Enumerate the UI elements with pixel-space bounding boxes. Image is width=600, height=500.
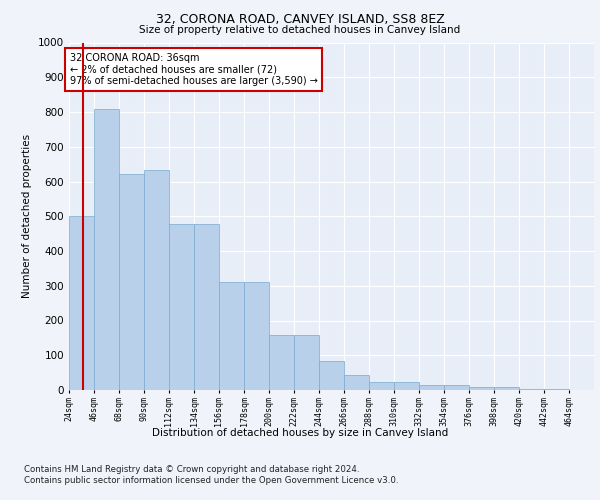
Bar xyxy=(294,335,319,390)
Bar xyxy=(94,109,119,390)
Bar xyxy=(469,386,494,390)
Text: Size of property relative to detached houses in Canvey Island: Size of property relative to detached ho… xyxy=(139,25,461,35)
Bar xyxy=(419,385,444,390)
Bar xyxy=(244,282,269,390)
Bar xyxy=(269,335,294,390)
Bar xyxy=(194,224,219,390)
Text: Contains HM Land Registry data © Crown copyright and database right 2024.: Contains HM Land Registry data © Crown c… xyxy=(24,465,359,474)
Bar xyxy=(444,385,469,390)
Bar xyxy=(494,387,519,390)
Bar xyxy=(69,216,94,390)
Bar xyxy=(119,174,144,390)
Text: 32 CORONA ROAD: 36sqm
← 2% of detached houses are smaller (72)
97% of semi-detac: 32 CORONA ROAD: 36sqm ← 2% of detached h… xyxy=(70,53,317,86)
Bar xyxy=(169,224,194,390)
Bar xyxy=(319,361,344,390)
Bar xyxy=(369,382,394,390)
Text: Contains public sector information licensed under the Open Government Licence v3: Contains public sector information licen… xyxy=(24,476,398,485)
Bar xyxy=(344,374,369,390)
Bar xyxy=(219,282,244,390)
Bar xyxy=(144,170,169,390)
Y-axis label: Number of detached properties: Number of detached properties xyxy=(22,134,32,298)
Text: Distribution of detached houses by size in Canvey Island: Distribution of detached houses by size … xyxy=(152,428,448,438)
Bar xyxy=(394,382,419,390)
Text: 32, CORONA ROAD, CANVEY ISLAND, SS8 8EZ: 32, CORONA ROAD, CANVEY ISLAND, SS8 8EZ xyxy=(155,12,445,26)
